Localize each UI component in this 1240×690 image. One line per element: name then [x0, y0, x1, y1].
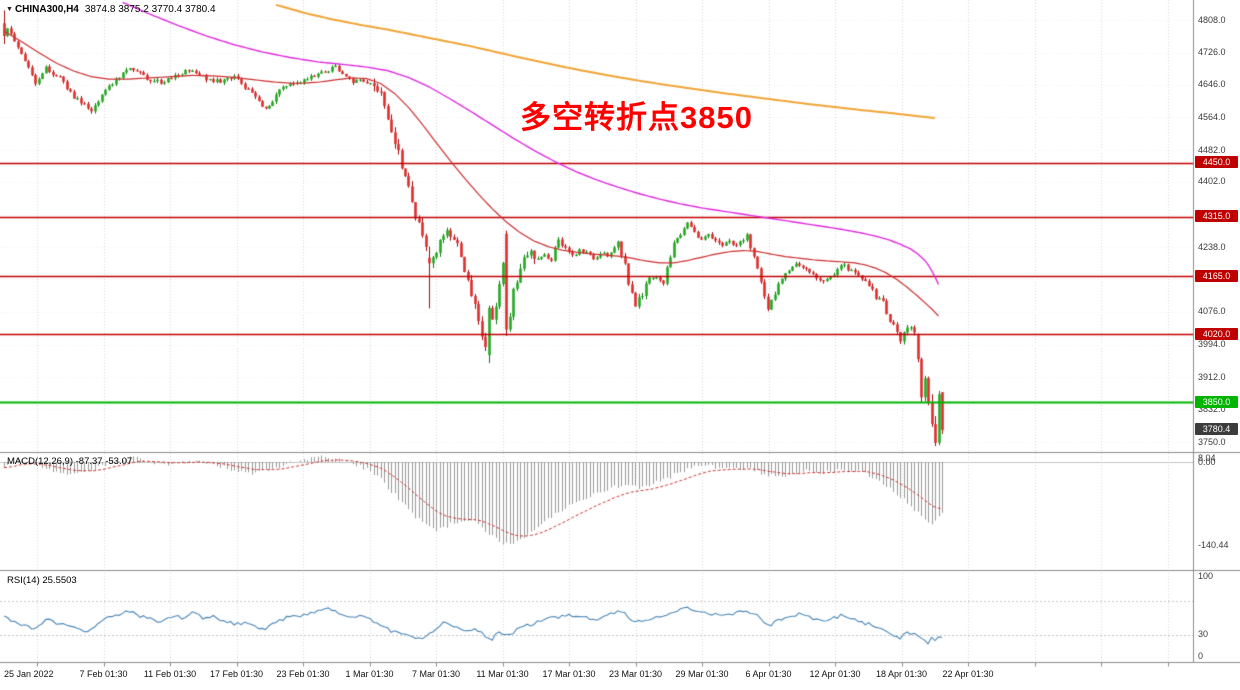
price-axis-tick: 4726.0 [1198, 47, 1226, 58]
time-axis-label: 11 Feb 01:30 [143, 669, 197, 679]
rsi-axis-tick: 0 [1198, 651, 1204, 661]
time-axis-label: 7 Mar 01:30 [411, 669, 461, 679]
rsi-indicator-label: RSI(14) 25.5503 [7, 575, 77, 586]
rsi-axis-tick: 100 [1198, 571, 1214, 581]
time-axis-label: 6 Apr 01:30 [745, 669, 792, 679]
time-axis-label: 17 Mar 01:30 [542, 669, 596, 679]
symbol-marker-icon: ▼ [6, 6, 13, 13]
price-axis-tick: 3750.0 [1198, 436, 1226, 447]
time-axis-label: 7 Feb 01:30 [79, 669, 128, 679]
price-axis-tick: 4402.0 [1198, 176, 1226, 187]
time-axis-label: 25 Jan 2022 [4, 669, 54, 679]
price-axis-tick: 4646.0 [1198, 79, 1226, 90]
price-level-tag[interactable]: 4020.0 [1195, 327, 1238, 340]
chart-title: ▼ CHINA300,H4 3874.8 3875.2 3770.4 3780.4 [6, 4, 216, 15]
time-axis-label: 12 Apr 01:30 [809, 669, 861, 679]
ohlc-values: 3874.8 3875.2 3770.4 3780.4 [84, 4, 216, 15]
price-axis-tick: 4808.0 [1198, 14, 1226, 25]
price-axis-tick: 4238.0 [1198, 241, 1226, 252]
time-axis-label: 1 Mar 01:30 [345, 669, 394, 679]
time-axis-label: 18 Apr 01:30 [875, 669, 928, 679]
macd-axis-tick: 8.04 [1198, 453, 1216, 463]
price-level-tag[interactable]: 4165.0 [1195, 269, 1238, 282]
current-price-tag: 3780.4 [1195, 423, 1238, 436]
time-axis-label: 11 Mar 01:30 [476, 669, 529, 679]
macd-axis-tick: 0.00 [1198, 456, 1216, 467]
time-axis-label: 23 Feb 01:30 [276, 669, 330, 679]
price-level-tag[interactable]: 4315.0 [1195, 210, 1238, 223]
price-level-tag[interactable]: 3850.0 [1195, 395, 1238, 408]
price-level-tag[interactable]: 4450.0 [1195, 156, 1238, 169]
time-axis-label: 23 Mar 01:30 [608, 669, 663, 679]
time-axis-label: 22 Apr 01:30 [942, 669, 994, 679]
price-axis-tick: 3832.0 [1198, 403, 1226, 414]
rsi-axis-tick: 30 [1198, 629, 1209, 639]
price-axis-tick: 4482.0 [1198, 144, 1226, 155]
chart-text-annotation[interactable]: 多空转折点3850 [520, 100, 753, 135]
price-axis-tick: 4564.0 [1198, 111, 1226, 122]
price-axis-tick: 3912.0 [1198, 371, 1226, 382]
symbol-timeframe-label: CHINA300,H4 [14, 4, 79, 15]
price-axis-tick: 3994.0 [1198, 339, 1226, 350]
time-axis-label: 17 Feb 01:30 [209, 669, 264, 679]
time-axis-label: 29 Mar 01:30 [675, 669, 729, 679]
macd-axis-tick: -140.44 [1198, 540, 1229, 551]
price-axis-tick: 4076.0 [1198, 306, 1226, 317]
macd-indicator-label: MACD(12,26,9) -87.37 -53.07 [7, 456, 133, 467]
